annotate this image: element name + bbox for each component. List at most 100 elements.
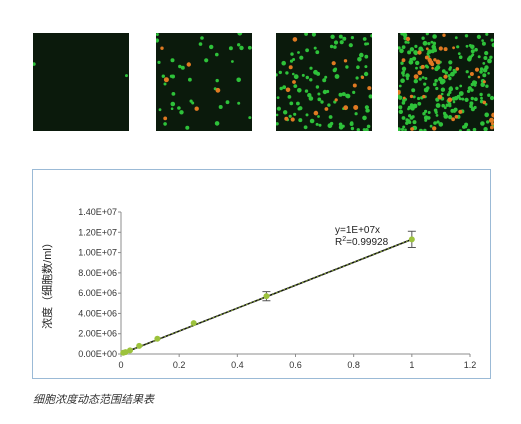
live-cell xyxy=(215,52,219,57)
live-cell xyxy=(345,65,349,69)
y-tick-label: 6.00E+06 xyxy=(78,288,117,298)
live-cell xyxy=(225,100,230,105)
dead-cell xyxy=(160,46,164,50)
live-cell xyxy=(412,56,417,61)
live-cell xyxy=(327,123,333,129)
r2-label: R xyxy=(335,237,342,248)
dead-cell xyxy=(452,46,455,50)
live-cell xyxy=(443,114,449,119)
live-cell xyxy=(297,51,300,54)
live-cell xyxy=(406,41,410,44)
live-cell xyxy=(427,116,431,120)
live-cell xyxy=(188,77,192,82)
live-cell xyxy=(401,45,406,49)
dead-cell xyxy=(343,59,348,63)
live-cell xyxy=(432,82,437,87)
live-cell xyxy=(298,118,303,123)
live-cell xyxy=(180,65,185,70)
live-cell xyxy=(453,109,456,113)
x-tick-label: 1.2 xyxy=(464,360,477,370)
live-cell xyxy=(366,108,370,113)
live-cell xyxy=(464,97,469,102)
live-cell xyxy=(480,82,485,87)
live-cell xyxy=(341,92,346,97)
dead-cell xyxy=(163,77,169,83)
live-cell xyxy=(440,92,444,96)
live-cell xyxy=(423,87,429,93)
live-cell xyxy=(483,56,488,60)
live-cell xyxy=(334,74,340,79)
live-cell xyxy=(158,108,162,112)
data-point xyxy=(190,320,197,327)
live-cell xyxy=(204,58,209,63)
live-cell xyxy=(279,86,283,91)
live-cell xyxy=(466,128,471,131)
microscopy-tile-3 xyxy=(276,33,372,131)
live-cell xyxy=(418,128,423,131)
dead-cell xyxy=(410,127,414,131)
live-cell xyxy=(448,76,452,81)
live-cell xyxy=(328,115,333,119)
live-cell xyxy=(315,85,320,89)
live-cell xyxy=(453,96,459,101)
live-cell xyxy=(276,122,279,126)
live-cell xyxy=(285,71,289,75)
live-cell xyxy=(409,47,415,52)
dead-cell xyxy=(343,105,349,111)
x-tick-label: 1 xyxy=(409,360,414,370)
live-cell xyxy=(364,65,368,69)
live-cell xyxy=(324,75,328,79)
live-cell xyxy=(362,115,367,121)
live-cell xyxy=(348,43,353,48)
dead-cell xyxy=(215,87,221,93)
live-cell xyxy=(480,96,483,100)
live-cell xyxy=(422,40,428,46)
dead-cell xyxy=(437,94,443,100)
live-cell xyxy=(479,67,484,71)
dead-cell xyxy=(360,75,365,79)
live-cell xyxy=(486,120,490,124)
live-cell xyxy=(309,66,313,70)
live-cell xyxy=(404,40,408,44)
live-cell xyxy=(402,74,405,77)
live-cell xyxy=(467,75,471,79)
dead-cell xyxy=(424,55,429,60)
live-cell xyxy=(489,95,494,101)
live-cell xyxy=(479,92,483,97)
dead-cell xyxy=(425,47,429,51)
live-cell xyxy=(406,77,409,81)
live-cell xyxy=(455,86,459,90)
dead-cell xyxy=(290,117,295,122)
dead-cell xyxy=(284,116,289,121)
dead-cell xyxy=(454,115,459,119)
live-cell xyxy=(398,84,402,88)
live-cell xyxy=(411,88,416,93)
live-cell xyxy=(326,89,330,94)
live-cell xyxy=(293,112,297,116)
live-cell xyxy=(469,101,474,106)
live-cell xyxy=(415,60,420,66)
live-cell xyxy=(398,105,403,110)
live-cell xyxy=(315,122,319,126)
live-cell xyxy=(468,55,473,60)
r2-superscript: 2 xyxy=(342,236,346,243)
dead-cell xyxy=(432,126,437,131)
dead-cell xyxy=(431,66,434,70)
dead-cell xyxy=(398,89,401,95)
live-cell xyxy=(470,88,474,92)
live-cell xyxy=(405,118,409,122)
live-cell xyxy=(405,73,410,78)
live-cell xyxy=(474,47,478,52)
live-cell xyxy=(276,106,281,111)
chart-tick-labels: 0.00E+00 2.00E+06 4.00E+06 6.00E+06 8.00E+06… xyxy=(78,207,476,370)
live-cell xyxy=(276,73,278,77)
tile-background xyxy=(33,33,129,131)
live-cell xyxy=(177,106,181,110)
live-cell xyxy=(364,42,368,46)
live-cell xyxy=(304,33,308,36)
live-cell xyxy=(423,82,427,86)
dead-cell xyxy=(469,72,474,76)
live-cell xyxy=(482,73,487,78)
live-cell xyxy=(434,78,438,83)
live-cell xyxy=(349,122,354,126)
